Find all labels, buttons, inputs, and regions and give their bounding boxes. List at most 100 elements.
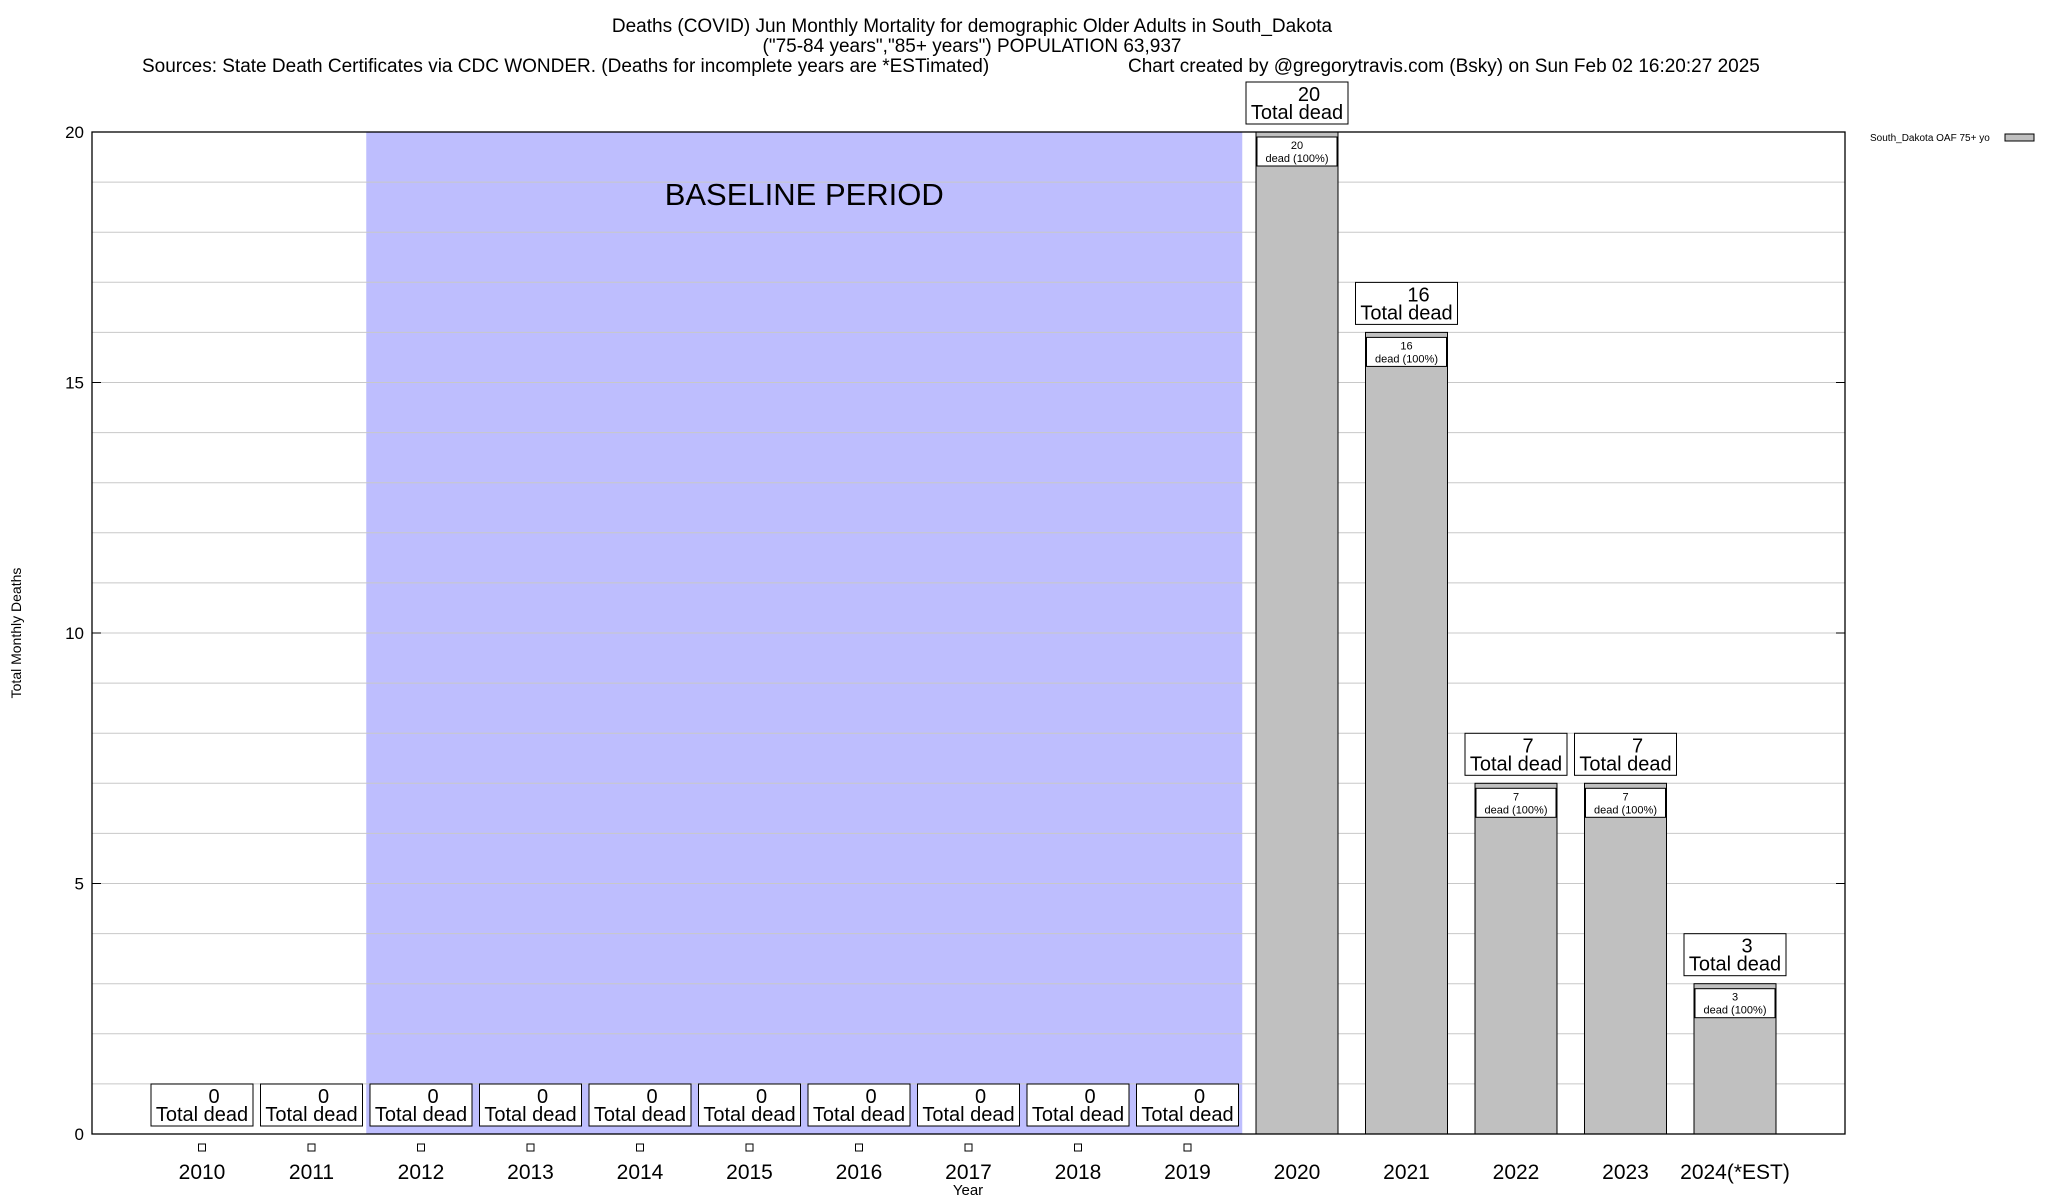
total-label-box <box>1136 1083 1239 1127</box>
total-label-box <box>807 1083 911 1127</box>
y-axis-title: Total Monthly Deaths <box>8 568 24 699</box>
bar-inner-label-box <box>1366 336 1447 367</box>
total-dead-label: Total dead <box>1470 753 1562 775</box>
baseline-period-label: BASELINE PERIOD <box>665 177 944 212</box>
total-label-box <box>1355 281 1458 325</box>
bar-inner-label-box <box>1475 787 1557 818</box>
total-label-box <box>150 1083 254 1127</box>
chart-credit: Chart created by @gregorytravis.com (Bsk… <box>1128 56 1760 77</box>
x-tick-label: 2016 <box>836 1161 883 1184</box>
total-label-box <box>479 1083 582 1127</box>
total-label-box <box>588 1083 692 1127</box>
y-tick-label: 0 <box>75 1125 84 1144</box>
total-value-label: 0 <box>865 1086 876 1108</box>
x-tick-label: 2022 <box>1493 1161 1540 1184</box>
zero-marker <box>1074 1143 1082 1152</box>
zero-marker <box>526 1143 535 1152</box>
total-label-box <box>369 1083 473 1127</box>
chart-title-line1: Deaths (COVID) Jun Monthly Mortality for… <box>612 16 1333 37</box>
bar <box>1584 782 1667 1135</box>
bar <box>1474 782 1558 1135</box>
x-tick-label: 2011 <box>289 1161 334 1184</box>
zero-marker <box>964 1143 973 1152</box>
total-dead-label: Total dead <box>703 1104 795 1126</box>
total-value-label: 0 <box>646 1086 657 1108</box>
total-value-label: 7 <box>1522 735 1533 757</box>
total-value-label: 20 <box>1298 84 1320 106</box>
x-axis-title: Year <box>953 1182 983 1199</box>
x-tick-label: 2021 <box>1383 1161 1430 1184</box>
total-value-label: 0 <box>318 1086 329 1108</box>
total-dead-label: Total dead <box>1141 1104 1233 1126</box>
total-dead-label: Total dead <box>1360 302 1452 324</box>
zero-marker <box>417 1143 425 1152</box>
total-value-label: 0 <box>1084 1086 1095 1108</box>
zero-marker <box>855 1143 863 1152</box>
x-tick-label: 2018 <box>1055 1161 1102 1184</box>
total-dead-label: Total dead <box>594 1104 686 1126</box>
total-dead-label: Total dead <box>484 1104 576 1126</box>
zero-marker <box>636 1143 644 1152</box>
total-value-label: 0 <box>975 1086 986 1108</box>
total-label-box <box>1026 1083 1130 1127</box>
total-dead-label: Total dead <box>265 1104 357 1126</box>
chart-sources: Sources: State Death Certificates via CD… <box>142 56 989 77</box>
y-tick-label: 10 <box>65 624 84 643</box>
zero-marker <box>745 1143 754 1152</box>
legend: South_Dakota OAF 75+ yo <box>1870 133 2035 144</box>
total-value-label: 0 <box>537 1086 548 1108</box>
bar-inner-label-box <box>1256 136 1338 167</box>
x-tick-label: 2012 <box>398 1161 445 1184</box>
bar-inner-label-box <box>1694 988 1776 1019</box>
total-dead-label: Total dead <box>1251 102 1343 124</box>
bar-inner-value: 3 <box>1732 992 1738 1004</box>
total-dead-label: Total dead <box>1689 954 1781 976</box>
bar-inner-label-box <box>1585 787 1666 818</box>
total-value-label: 0 <box>427 1086 438 1108</box>
total-value-label: 16 <box>1407 284 1429 306</box>
total-label-box <box>917 1083 1020 1127</box>
zero-marker <box>198 1143 206 1152</box>
total-label-box <box>1574 732 1677 776</box>
bar <box>1255 131 1339 1135</box>
bar-inner-percent: dead (100%) <box>1704 1005 1767 1017</box>
y-tick-label: 15 <box>65 374 84 393</box>
total-label-box <box>260 1083 363 1127</box>
bar-inner-value: 20 <box>1291 140 1303 152</box>
total-label-box <box>1683 933 1787 977</box>
total-dead-label: Total dead <box>1579 753 1671 775</box>
total-value-label: 0 <box>756 1086 767 1108</box>
x-tick-label: 2017 <box>945 1161 992 1184</box>
x-tick-label: 2014 <box>617 1161 664 1184</box>
x-tick-label: 2023 <box>1602 1161 1649 1184</box>
zero-marker <box>1183 1143 1192 1152</box>
y-tick-label: 5 <box>75 875 84 894</box>
total-dead-label: Total dead <box>156 1104 248 1126</box>
bar-inner-percent: dead (100%) <box>1485 804 1548 816</box>
total-dead-label: Total dead <box>813 1104 905 1126</box>
total-label-box <box>698 1083 801 1127</box>
total-dead-label: Total dead <box>1032 1104 1124 1126</box>
total-value-label: 0 <box>208 1086 219 1108</box>
total-label-box <box>1464 732 1568 776</box>
zero-marker <box>307 1143 316 1152</box>
bar-inner-value: 16 <box>1400 340 1412 352</box>
x-tick-label: 2024(*EST) <box>1680 1161 1790 1184</box>
total-value-label: 7 <box>1632 735 1643 757</box>
total-label-box <box>1245 81 1349 125</box>
bar-inner-percent: dead (100%) <box>1594 804 1657 816</box>
y-tick-label: 20 <box>65 123 84 142</box>
legend-label: South_Dakota OAF 75+ yo <box>1870 133 1990 144</box>
total-value-label: 0 <box>1194 1086 1205 1108</box>
x-tick-label: 2020 <box>1274 1161 1321 1184</box>
total-dead-label: Total dead <box>375 1104 467 1126</box>
legend-swatch <box>2004 133 2035 142</box>
bar-inner-value: 7 <box>1513 791 1519 803</box>
x-tick-label: 2010 <box>179 1161 226 1184</box>
bar <box>1365 331 1448 1135</box>
x-tick-label: 2019 <box>1164 1161 1211 1184</box>
bar-inner-percent: dead (100%) <box>1375 353 1438 365</box>
x-tick-label: 2013 <box>507 1161 554 1184</box>
bar-inner-percent: dead (100%) <box>1266 153 1329 165</box>
